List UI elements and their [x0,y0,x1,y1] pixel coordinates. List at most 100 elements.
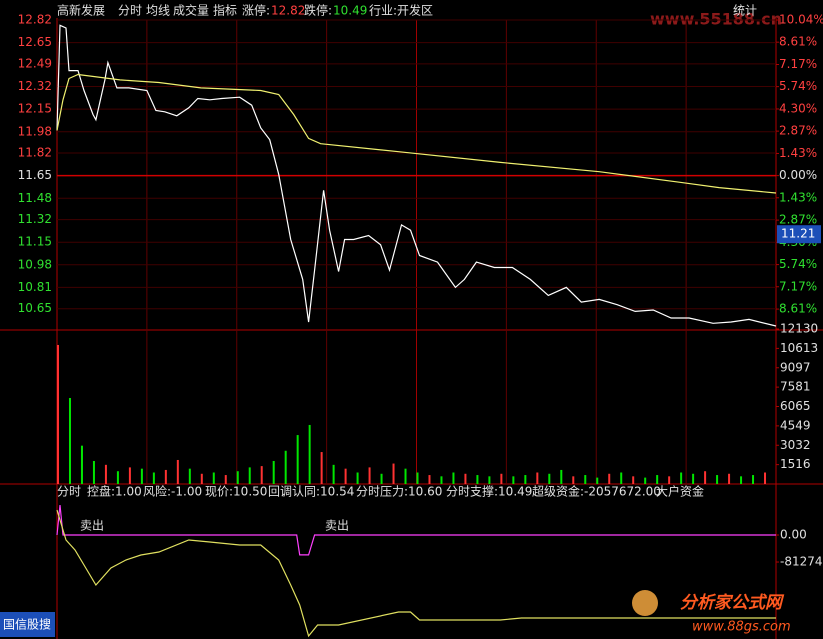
volume-bar [428,475,431,484]
limit-up-label: 涨停: [242,3,270,18]
y2-tick-label: 1.43% [779,146,817,160]
volume-bar [152,472,155,484]
y2-tick-label: 4.30% [779,101,817,115]
indicator-header: 分时 [57,485,81,499]
volume-bar [452,472,455,484]
indicator-header: 分时压力:10.60 [356,485,442,499]
volume-bar [548,473,551,484]
y-tick-label: 10.65 [18,301,52,315]
volume-bar [632,476,635,484]
watermark: www.55188.cn [650,10,782,29]
y-tick-label: 10.81 [18,280,52,294]
y-tick-label: 12.82 [18,13,52,27]
y-tick-label: 12130 [780,322,818,336]
industry: 行业:开发区 [369,3,433,18]
series-line [56,509,776,638]
y2-tick-label: 5.74% [779,79,817,93]
y-tick-label: 12.32 [18,79,52,93]
current-price-box [777,225,821,244]
tab[interactable]: 指标 [213,3,237,18]
volume-bar [524,475,527,484]
volume-bar [116,471,119,484]
tab[interactable]: 均线 [146,4,170,18]
volume-bar [200,473,203,484]
series-line [56,24,777,327]
y2-tick-label: 1.43% [779,190,817,204]
y2-tick-label: 2.87% [779,213,817,227]
limit-down: 10.49 [333,4,367,18]
y-tick-label: 10613 [780,341,818,355]
volume-bar [308,424,311,484]
logo-icon [632,590,658,616]
limit-down-label: 跌停: [304,3,332,18]
y-tick-label: 11.48 [18,191,52,205]
indicator-header: 分时支撑:10.49 [446,484,532,499]
y2-tick-label: 2.87% [779,124,817,138]
volume-bar [692,473,695,484]
tab[interactable]: 成交量 [173,3,209,18]
series-line [56,73,777,194]
y-tick-label: 12.65 [18,35,52,49]
volume-bar [68,398,71,484]
y-tick-label: 7581 [780,380,811,394]
y-tick-label: 10.98 [18,257,52,271]
volume-bar [512,476,515,484]
volume-bar [296,435,299,484]
volume-bar [536,472,539,484]
y-tick-label: 0.00 [780,528,807,542]
indicator-header: 回调认同:10.54 [268,485,354,499]
volume-bar [224,475,227,484]
indicator-header: 风险:-1.00 [143,484,202,499]
volume-bar [380,473,383,484]
y2-tick-label: 0.00% [779,168,817,182]
volume-bar [368,467,371,484]
volume-bar [596,477,599,484]
button[interactable]: 国信股搜 [3,617,51,632]
y-tick-label: 4549 [780,418,811,432]
limit-up: 12.82 [271,4,305,18]
tab[interactable]: 分时 [118,4,142,18]
volume-bar [392,463,395,484]
volume-bar [716,475,719,484]
volume-bar [668,476,671,484]
volume-bar [500,473,503,484]
y-tick-label: 11.15 [18,235,52,249]
stock-name: 高新发展 [57,3,105,18]
current-price: 11.21 [781,227,815,241]
volume-bar [104,464,107,484]
volume-bar [356,472,359,484]
volume-bar [416,472,419,484]
volume-bar [764,472,767,484]
volume-bar [476,475,479,484]
y2-tick-label: 8.61% [779,35,817,49]
y-tick-label: 11.98 [18,124,52,138]
logo-url: www.88gs.com [692,620,791,635]
annotation: 卖出 [80,519,104,533]
logo-name: 分析家公式网 [680,593,785,613]
indicator-header: 大户资金 [656,484,704,499]
y-tick-label: 1516 [780,457,811,471]
indicator-header: 超级资金:-2057672.00 [532,484,661,499]
volume-bar [728,473,731,484]
y-tick-label: 6065 [780,399,811,413]
y-tick-label: 11.82 [18,146,52,160]
button-bg[interactable] [0,612,55,637]
y2-tick-label: 7.17% [779,279,817,293]
y2-tick-label: 8.61% [779,302,817,316]
annotation: 卖出 [325,519,349,533]
y2-tick-label: 10.04% [779,13,823,27]
stats-button[interactable]: 统计 [733,4,757,18]
volume-bar [57,344,59,484]
volume-bar [404,468,407,484]
volume-bar [140,468,143,484]
volume-bar [488,476,491,484]
indicator-header: 现价:10.50 [205,485,267,499]
volume-bar [332,464,335,484]
y2-tick-label: 7.17% [779,57,817,71]
volume-bar [560,469,563,484]
y-tick-label: -812740 [780,555,823,569]
y-tick-label: 11.32 [18,212,52,226]
